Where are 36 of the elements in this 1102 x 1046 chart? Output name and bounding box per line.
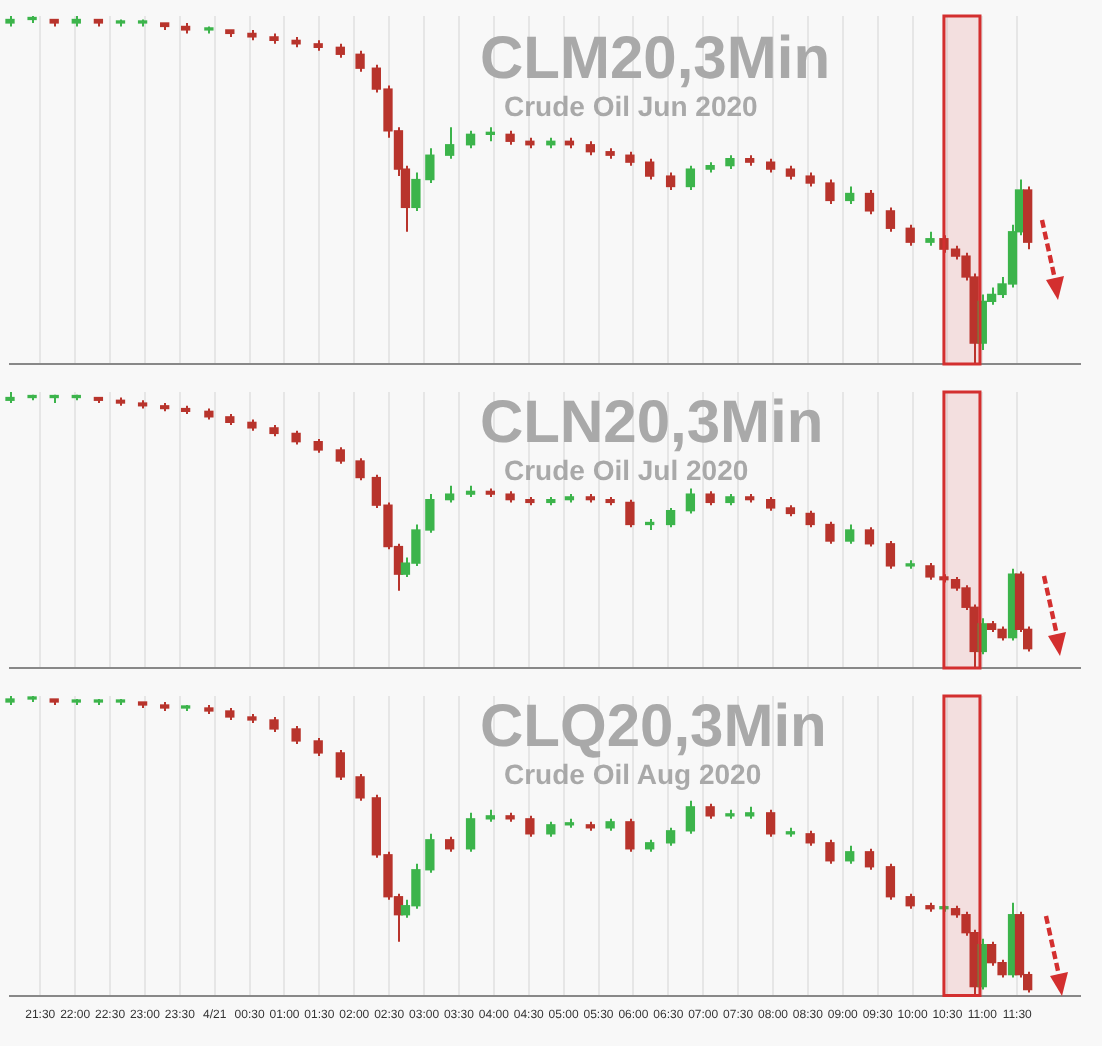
candlestick (685, 487, 696, 515)
candlestick (625, 817, 635, 853)
chart-title: CLN20,3Min (480, 390, 824, 456)
candlestick (425, 832, 435, 874)
candlestick (825, 838, 835, 865)
candlestick (765, 808, 776, 838)
candlestick (864, 526, 875, 548)
candlestick (864, 847, 875, 871)
candlestick (355, 772, 365, 802)
candlestick (525, 814, 535, 838)
candlestick (665, 506, 676, 529)
candlestick (645, 157, 655, 181)
candlestick (335, 748, 345, 781)
candlestick (905, 223, 915, 247)
candlestick (355, 49, 365, 73)
candlestick (355, 457, 365, 482)
candlestick (845, 523, 855, 545)
candlestick (885, 206, 896, 233)
candlestick (825, 520, 835, 545)
candlestick (625, 498, 635, 529)
candlestick (864, 189, 875, 216)
text: Crude Oil Jul 2020 (504, 453, 751, 485)
candlestick (825, 178, 835, 205)
candlestick (425, 147, 435, 185)
chart-title: CLM20,3Min (480, 26, 831, 92)
candlestick (685, 164, 696, 191)
chart-title: CLQ20,3Min (480, 694, 827, 760)
candlestick (425, 493, 435, 534)
candlestick (444, 126, 455, 160)
text: Crude Oil Aug 2020 (504, 757, 762, 789)
candlestick (885, 862, 896, 901)
candlestick (685, 799, 696, 835)
candlestick (885, 540, 896, 570)
candlestick (411, 171, 421, 212)
candlestick (465, 811, 476, 853)
text: Crude Oil Jun 2020 (504, 89, 760, 121)
